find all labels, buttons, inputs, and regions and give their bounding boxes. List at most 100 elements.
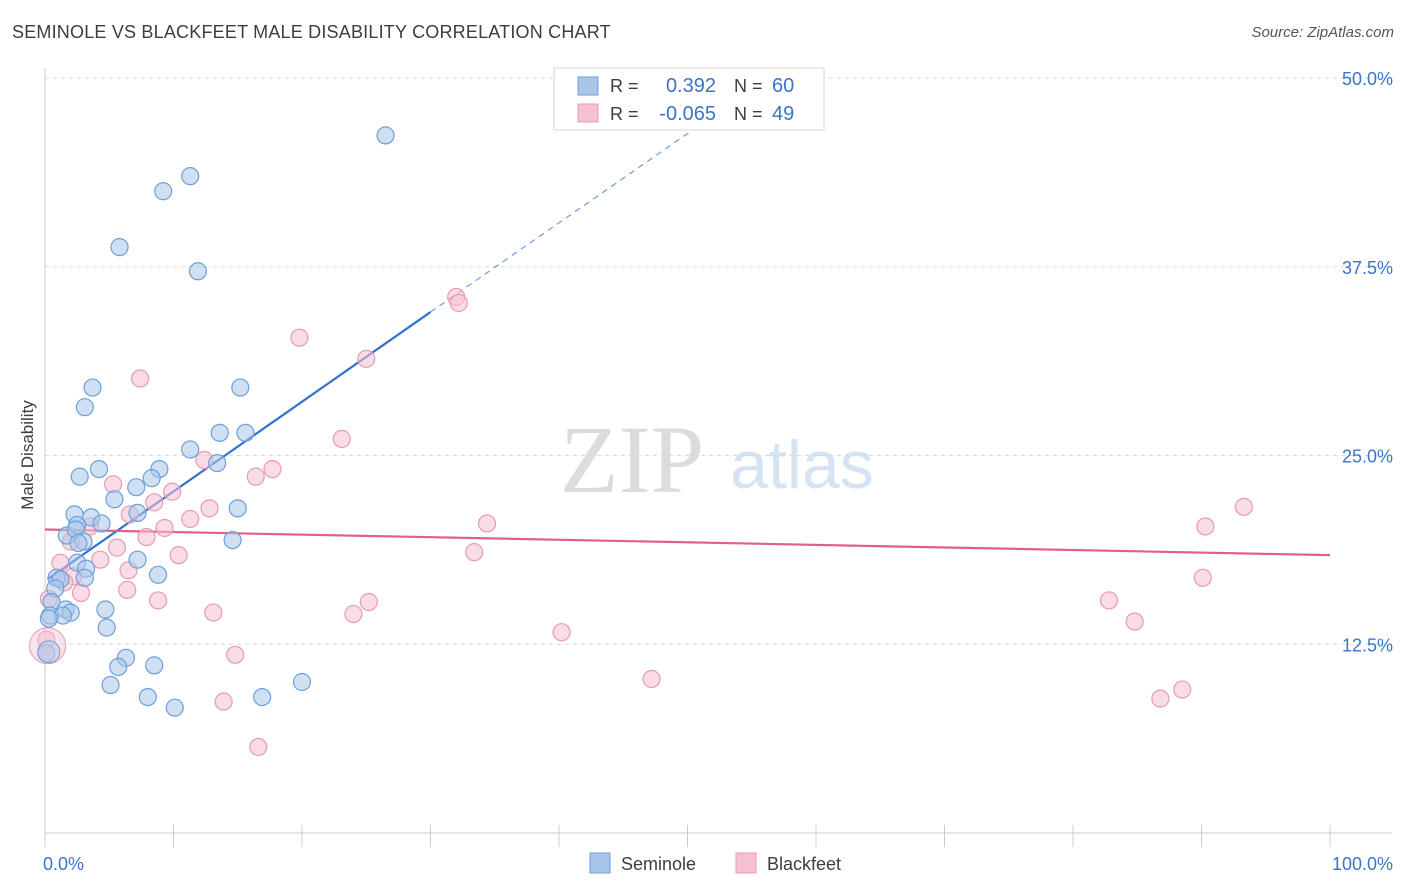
seminole-point xyxy=(89,459,109,479)
stats-n-label-seminole: N = xyxy=(734,76,763,96)
blackfeet-point xyxy=(51,553,70,572)
legend-label-blackfeet: Blackfeet xyxy=(767,854,841,874)
seminole-point xyxy=(142,469,161,488)
stats-n-value-blackfeet: 49 xyxy=(772,103,794,125)
seminole-point xyxy=(165,698,184,717)
series-legend: Seminole Blackfeet xyxy=(589,852,841,874)
seminole-point xyxy=(181,167,200,186)
blackfeet-point xyxy=(1193,568,1212,587)
seminole-point xyxy=(138,687,157,707)
seminole-point xyxy=(376,126,395,145)
x-tick-label-min: 0.0% xyxy=(43,854,84,874)
blackfeet-point xyxy=(148,591,168,610)
watermark-atlas: atlas xyxy=(730,427,874,503)
seminole-point xyxy=(75,398,94,417)
seminole-point xyxy=(96,600,115,619)
seminole-point xyxy=(75,568,94,587)
grid-lines xyxy=(45,77,1392,645)
blackfeet-point xyxy=(449,293,468,313)
blackfeet-point xyxy=(107,538,127,557)
seminole-point xyxy=(154,182,173,201)
seminole-point xyxy=(292,672,312,692)
blackfeet-point xyxy=(1196,517,1215,536)
seminole-point xyxy=(145,656,164,675)
blackfeet-point xyxy=(1151,689,1170,708)
tick-labels: 12.5% 25.0% 37.5% 50.0% 0.0% 100.0% xyxy=(43,69,1393,874)
blackfeet-point xyxy=(359,592,378,612)
blackfeet-point xyxy=(344,604,363,624)
seminole-point xyxy=(228,499,247,518)
blackfeet-point xyxy=(246,467,265,486)
seminole-point xyxy=(92,514,111,533)
stats-n-value-seminole: 60 xyxy=(772,75,794,97)
seminole-point xyxy=(97,618,116,637)
blackfeet-point xyxy=(169,546,188,565)
seminole-point xyxy=(236,423,255,442)
seminole-point xyxy=(253,687,272,707)
seminole-point xyxy=(69,533,88,553)
seminole-point xyxy=(83,378,102,397)
chart-title: SEMINOLE VS BLACKFEET MALE DISABILITY CO… xyxy=(12,22,611,42)
seminole-point xyxy=(128,503,147,522)
seminole-point xyxy=(39,609,58,628)
y-tick-label: 25.0% xyxy=(1342,447,1393,467)
seminole-trend-extension xyxy=(430,115,714,313)
seminole-point xyxy=(210,423,229,442)
legend-swatch-blackfeet xyxy=(735,852,757,874)
blackfeet-point xyxy=(118,580,137,599)
blackfeet-point xyxy=(477,514,497,533)
seminole-point xyxy=(70,467,89,486)
y-tick-label: 37.5% xyxy=(1342,258,1393,278)
stats-r-label-seminole: R = xyxy=(610,76,639,96)
stats-r-value-blackfeet: -0.065 xyxy=(659,103,716,125)
blackfeet-point xyxy=(249,737,268,757)
seminole-point xyxy=(231,378,250,397)
y-axis-label: Male Disability xyxy=(18,400,37,510)
blackfeet-point xyxy=(214,692,233,711)
blackfeet-point xyxy=(163,482,182,501)
stats-legend: R = 0.392 N = 60 R = -0.065 N = 49 xyxy=(553,67,825,131)
data-points xyxy=(29,126,1254,757)
legend-label-seminole: Seminole xyxy=(621,854,696,874)
y-tick-label: 50.0% xyxy=(1342,69,1393,89)
x-tick-label-max: 100.0% xyxy=(1332,854,1393,874)
seminole-point-large xyxy=(37,640,61,664)
seminole-point xyxy=(223,530,242,550)
blackfeet-point xyxy=(204,603,223,622)
blackfeet-point xyxy=(181,509,200,529)
blackfeet-point xyxy=(226,645,245,664)
seminole-point xyxy=(208,453,227,473)
seminole-point xyxy=(128,550,147,569)
blackfeet-point xyxy=(357,349,376,368)
stats-r-label-blackfeet: R = xyxy=(610,104,639,124)
y-tick-label: 12.5% xyxy=(1342,635,1393,655)
seminole-point xyxy=(110,238,129,257)
blackfeet-trend-line xyxy=(44,528,1331,557)
blackfeet-point xyxy=(155,518,174,538)
blackfeet-point xyxy=(263,459,282,479)
blackfeet-point xyxy=(1125,612,1144,631)
blackfeet-point xyxy=(200,499,219,518)
blackfeet-point xyxy=(145,493,164,512)
blackfeet-point xyxy=(1173,680,1192,699)
blackfeet-point xyxy=(332,429,351,448)
seminole-point xyxy=(127,478,146,497)
legend-swatch-seminole xyxy=(589,852,611,874)
blackfeet-point xyxy=(137,527,156,547)
seminole-point xyxy=(148,565,168,584)
stats-legend-swatch-blackfeet xyxy=(577,103,599,123)
blackfeet-point xyxy=(104,475,123,494)
chart-source: Source: ZipAtlas.com xyxy=(1251,24,1394,41)
seminole-point xyxy=(105,490,124,509)
blackfeet-point xyxy=(1099,591,1119,610)
seminole-point xyxy=(181,440,200,459)
stats-legend-box xyxy=(553,67,825,131)
seminole-point xyxy=(109,657,128,677)
seminole-point xyxy=(101,675,120,695)
blackfeet-point xyxy=(642,669,661,689)
stats-r-value-seminole: 0.392 xyxy=(666,75,716,97)
blackfeet-point xyxy=(290,328,309,347)
seminole-point xyxy=(188,262,208,281)
stats-legend-swatch-seminole xyxy=(577,76,599,96)
